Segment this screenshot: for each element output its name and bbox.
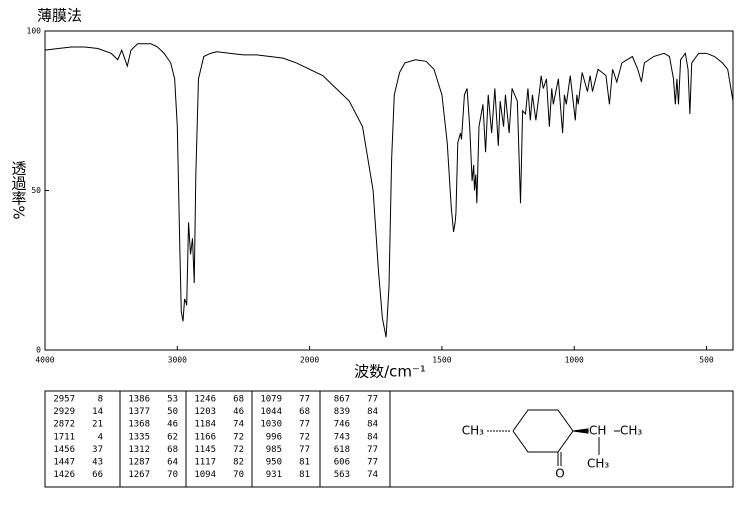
- peak-wavenumber: 1184: [194, 420, 216, 430]
- peak-transmittance: 81: [299, 458, 310, 468]
- peak-transmittance: 43: [92, 458, 103, 468]
- peak-wavenumber: 1094: [194, 470, 216, 480]
- peak-transmittance: 77: [367, 445, 378, 455]
- peak-transmittance: 62: [167, 432, 178, 442]
- y-tick-label: 50: [31, 186, 41, 195]
- peak-transmittance: 4: [98, 432, 103, 442]
- x-tick-label: 1500: [432, 356, 451, 365]
- peak-wavenumber: 1447: [53, 458, 75, 468]
- peak-wavenumber: 2872: [53, 420, 75, 430]
- x-tick-label: 2000: [300, 356, 319, 365]
- peak-wavenumber: 1203: [194, 407, 216, 417]
- peak-transmittance: 70: [233, 470, 244, 480]
- peak-wavenumber: 1335: [128, 432, 150, 442]
- peak-wavenumber: 1117: [194, 458, 216, 468]
- structure-label: CH₃: [462, 424, 484, 438]
- peak-transmittance: 72: [233, 432, 244, 442]
- chart-title: 薄膜法: [37, 7, 82, 25]
- peak-transmittance: 53: [167, 395, 178, 405]
- peak-wavenumber: 1267: [128, 470, 150, 480]
- peak-transmittance: 64: [167, 458, 178, 468]
- peak-wavenumber: 1386: [128, 395, 150, 405]
- peak-transmittance: 68: [233, 395, 244, 405]
- y-axis-label: 透過率%: [10, 160, 28, 219]
- peak-transmittance: 77: [299, 395, 310, 405]
- peak-wavenumber: 1246: [194, 395, 216, 405]
- peak-wavenumber: 839: [334, 407, 350, 417]
- peak-wavenumber: 950: [266, 458, 282, 468]
- peak-transmittance: 37: [92, 445, 103, 455]
- x-tick-label: 3000: [168, 356, 187, 365]
- peak-wavenumber: 931: [266, 470, 282, 480]
- peak-wavenumber: 1030: [260, 420, 282, 430]
- peak-wavenumber: 867: [334, 395, 350, 405]
- peak-transmittance: 8: [98, 395, 103, 405]
- plot-frame: [44, 30, 734, 351]
- peak-transmittance: 66: [92, 470, 103, 480]
- peak-transmittance: 77: [367, 458, 378, 468]
- peak-transmittance: 50: [167, 407, 178, 417]
- table-dividers: [119, 391, 391, 487]
- peak-transmittance: 68: [167, 445, 178, 455]
- peak-wavenumber: 2957: [53, 395, 75, 405]
- peak-wavenumber: 563: [334, 470, 350, 480]
- table-frame: [44, 390, 734, 488]
- peak-transmittance: 77: [299, 445, 310, 455]
- peak-transmittance: 77: [367, 395, 378, 405]
- y-tick-label: 0: [36, 346, 41, 355]
- spectrum-line: [44, 43, 734, 338]
- peak-transmittance: 74: [367, 470, 378, 480]
- structure-label: CH: [589, 424, 606, 438]
- peak-transmittance: 74: [233, 420, 244, 430]
- x-tick-label: 500: [699, 356, 714, 365]
- peak-wavenumber: 746: [334, 420, 350, 430]
- peak-wavenumber: 1145: [194, 445, 216, 455]
- peak-wavenumber: 1312: [128, 445, 150, 455]
- peak-wavenumber: 996: [266, 432, 282, 442]
- peak-wavenumber: 1711: [53, 432, 75, 442]
- peak-transmittance: 84: [367, 432, 378, 442]
- peak-transmittance: 46: [233, 407, 244, 417]
- peak-wavenumber: 1426: [53, 470, 75, 480]
- peak-wavenumber: 1368: [128, 420, 150, 430]
- x-tick-label: 1000: [565, 356, 584, 365]
- peak-transmittance: 81: [299, 470, 310, 480]
- peak-transmittance: 72: [299, 432, 310, 442]
- peak-transmittance: 77: [299, 420, 310, 430]
- structure-label: CH₃: [587, 457, 609, 471]
- peak-transmittance: 46: [167, 420, 178, 430]
- peak-wavenumber: 1166: [194, 432, 216, 442]
- y-tick-label: 100: [27, 27, 42, 36]
- peak-wavenumber: 743: [334, 432, 350, 442]
- peak-wavenumber: 2929: [53, 407, 75, 417]
- peak-transmittance: 84: [367, 407, 378, 417]
- structure-label: O: [555, 467, 564, 481]
- peak-transmittance: 84: [367, 420, 378, 430]
- peak-wavenumber: 1377: [128, 407, 150, 417]
- peak-transmittance: 72: [233, 445, 244, 455]
- structure-label: CH₃: [620, 424, 642, 438]
- peak-wavenumber: 618: [334, 445, 350, 455]
- peak-transmittance: 68: [299, 407, 310, 417]
- peak-transmittance: 70: [167, 470, 178, 480]
- peak-wavenumber: 1079: [260, 395, 282, 405]
- peak-transmittance: 14: [92, 407, 103, 417]
- peak-transmittance: 21: [92, 420, 103, 430]
- x-tick-label: 4000: [35, 356, 54, 365]
- peak-transmittance: 82: [233, 458, 244, 468]
- peak-wavenumber: 1044: [260, 407, 282, 417]
- x-axis-label: 波数/cm⁻¹: [354, 363, 426, 381]
- peak-wavenumber: 985: [266, 445, 282, 455]
- structure-bonds: [487, 409, 620, 466]
- peak-wavenumber: 606: [334, 458, 350, 468]
- peak-wavenumber: 1456: [53, 445, 75, 455]
- peak-wavenumber: 1287: [128, 458, 150, 468]
